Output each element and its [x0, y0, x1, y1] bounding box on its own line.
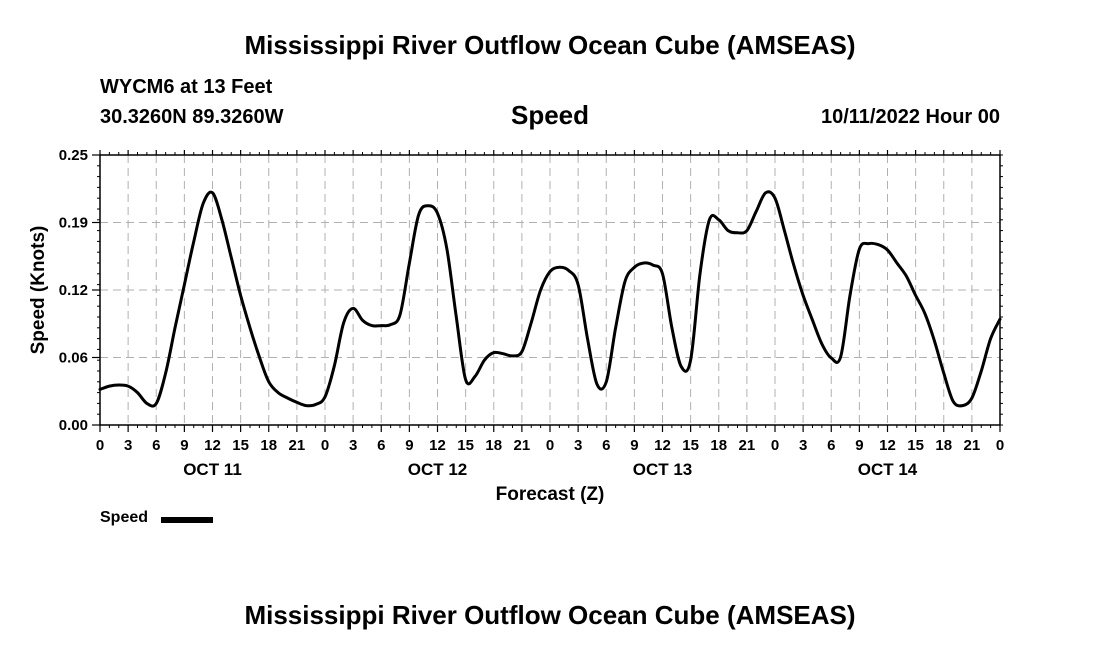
series-line-speed — [98, 190, 1002, 408]
x-tick-label: 3 — [124, 437, 132, 454]
x-tick-label: 0 — [771, 437, 779, 454]
bottom-title: Mississippi River Outflow Ocean Cube (AM… — [244, 600, 856, 630]
x-tick-label: 15 — [457, 437, 474, 454]
x-tick-label: 21 — [964, 437, 981, 454]
x-tick-label: 0 — [546, 437, 554, 454]
x-tick-label: 3 — [574, 437, 582, 454]
x-tick-label: 15 — [682, 437, 699, 454]
x-tick-label: 9 — [630, 437, 638, 454]
y-tick-label: 0.00 — [59, 417, 88, 434]
x-tick-label: 6 — [152, 437, 160, 454]
chart-title: Mississippi River Outflow Ocean Cube (AM… — [244, 30, 856, 60]
x-tick-label: 0 — [96, 437, 104, 454]
x-tick-label: 3 — [349, 437, 357, 454]
x-tick-label: 9 — [180, 437, 188, 454]
x-tick-label: 15 — [232, 437, 249, 454]
x-tick-label: 12 — [204, 437, 221, 454]
axis-ticks — [92, 150, 1003, 432]
datetime-label: 10/11/2022 Hour 00 — [820, 106, 1000, 128]
x-tick-label: 0 — [996, 437, 1004, 454]
x-tick-label: 12 — [879, 437, 896, 454]
x-tick-label: 21 — [514, 437, 531, 454]
plot-frame — [99, 154, 1001, 426]
coordinates-label: 30.3260N 89.3260W — [100, 106, 284, 128]
y-tick-label: 0.25 — [59, 147, 88, 164]
y-tick-label: 0.06 — [59, 350, 88, 367]
variable-title: Speed — [510, 100, 590, 130]
grid-lines — [100, 155, 1000, 425]
day-label: OCT 13 — [633, 460, 693, 479]
x-tick-label: 18 — [710, 437, 727, 454]
x-tick-label: 6 — [827, 437, 835, 454]
day-label: OCT 14 — [858, 460, 918, 479]
x-tick-label: 0 — [321, 437, 329, 454]
x-tick-label: 15 — [907, 437, 924, 454]
legend-label: Speed — [100, 509, 149, 526]
x-tick-label: 6 — [602, 437, 610, 454]
x-tick-label: 21 — [289, 437, 306, 454]
x-tick-label: 9 — [855, 437, 863, 454]
x-tick-label: 18 — [485, 437, 502, 454]
x-tick-label: 21 — [739, 437, 756, 454]
x-tick-label: 9 — [405, 437, 413, 454]
station-label: WYCM6 at 13 Feet — [100, 76, 273, 98]
x-tick-labels: 0 3 6 9 12 15 18 21 0 3 6 9 12 15 18 21 0 3 6 9 12 15 18 21 0 3 6 9… — [96, 437, 1004, 454]
day-labels: OCT 11 OCT 12 OCT 13 OCT 14 — [183, 460, 918, 479]
x-tick-label: 18 — [935, 437, 952, 454]
y-tick-label: 0.19 — [59, 215, 88, 232]
legend-swatch — [161, 517, 213, 523]
x-tick-label: 3 — [799, 437, 807, 454]
x-tick-label: 6 — [377, 437, 385, 454]
x-tick-label: 12 — [654, 437, 671, 454]
x-tick-label: 18 — [260, 437, 277, 454]
x-axis-label: Forecast (Z) — [496, 484, 605, 505]
y-tick-label: 0.12 — [59, 282, 88, 299]
y-tick-labels: 0.00 0.06 0.12 0.19 0.25 — [59, 147, 88, 434]
x-tick-label: 12 — [429, 437, 446, 454]
day-label: OCT 11 — [183, 460, 242, 479]
y-axis-label: Speed (Knots) — [28, 226, 49, 355]
day-label: OCT 12 — [408, 460, 468, 479]
